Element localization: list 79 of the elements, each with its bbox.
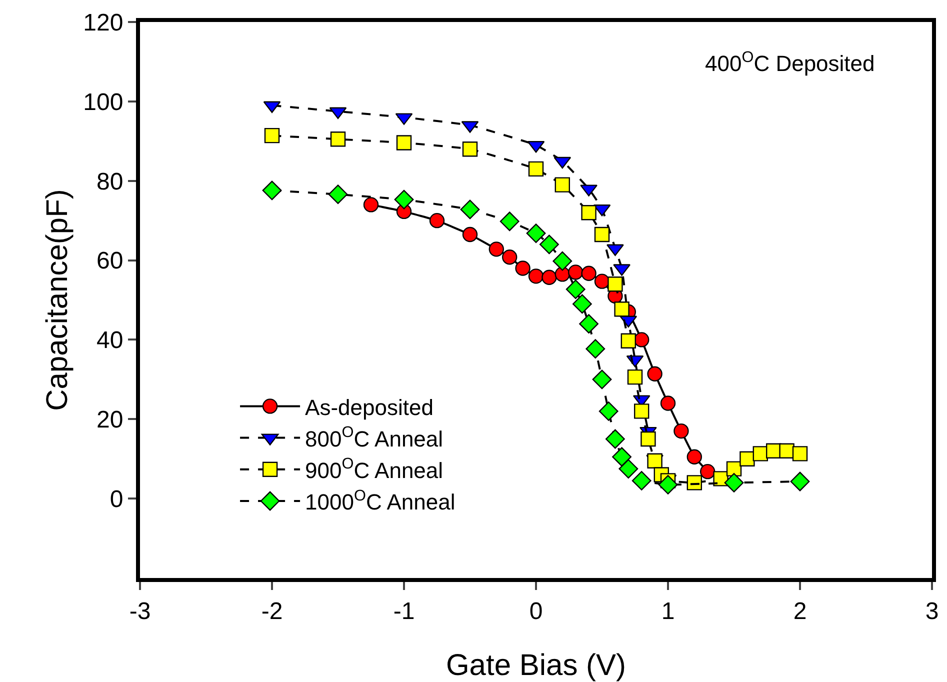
point [462, 141, 478, 157]
point [526, 224, 546, 243]
point [540, 234, 559, 254]
point [460, 200, 480, 220]
annotation: 400$^{O}$C Deposited [705, 49, 875, 76]
point [598, 402, 618, 421]
x-tick-label: -3 [129, 598, 151, 625]
y-tick-label: 120 [83, 9, 124, 36]
y-tick-label: 20 [96, 406, 124, 434]
point [528, 161, 544, 177]
point [792, 446, 808, 462]
x-tick-label: 1 [661, 598, 675, 625]
y-tick-label: 0 [110, 486, 124, 513]
point [740, 451, 755, 466]
legend-label: 900$^{O}$C Anneal [305, 456, 444, 483]
point [620, 333, 636, 349]
point [581, 266, 596, 281]
point [552, 251, 572, 271]
point [686, 449, 702, 464]
point [660, 396, 676, 411]
x-tick-label: 0 [529, 598, 543, 625]
point [658, 474, 678, 494]
point [330, 132, 346, 147]
point [752, 446, 768, 462]
x-tick-label: -1 [393, 598, 415, 625]
point [566, 280, 586, 299]
y-tick-label: 100 [83, 88, 124, 116]
point [572, 294, 592, 314]
point [262, 180, 282, 200]
point [528, 268, 544, 284]
point [502, 250, 518, 265]
point [429, 212, 445, 228]
point [640, 431, 656, 447]
y-axis-title: Capacitance(pF) [41, 189, 74, 411]
point [500, 212, 520, 232]
point [462, 226, 478, 242]
point [634, 332, 650, 348]
point [627, 369, 643, 385]
point [568, 264, 584, 280]
point [581, 205, 596, 220]
point [594, 226, 610, 242]
y-tick-label: 80 [96, 168, 124, 196]
point [592, 370, 612, 390]
point [779, 443, 794, 459]
point [618, 459, 638, 478]
point [586, 339, 606, 359]
point [726, 461, 742, 476]
point [579, 314, 598, 334]
point [264, 128, 280, 144]
point [488, 242, 504, 257]
point [363, 197, 379, 212]
point [647, 366, 662, 382]
point [542, 270, 557, 285]
point [396, 135, 412, 150]
point [700, 464, 716, 480]
point [612, 447, 632, 467]
point [632, 471, 652, 490]
legend-label: 1000$^{O}$C Anneal [305, 487, 456, 515]
x-tick-label: 3 [925, 598, 939, 625]
point [634, 404, 650, 419]
point [394, 190, 414, 210]
point [554, 177, 570, 192]
x-tick-label: 2 [793, 598, 807, 625]
point [724, 472, 744, 492]
point [515, 260, 530, 276]
x-tick-label: -2 [261, 598, 283, 625]
y-tick-label: 60 [96, 248, 124, 275]
x-axis-title: Gate Bias (V) [446, 649, 626, 682]
y-tick-label: 40 [96, 327, 124, 354]
point [790, 472, 810, 492]
point [594, 274, 610, 289]
point [674, 423, 689, 439]
point [614, 302, 630, 317]
point [608, 276, 623, 292]
legend-label: As-deposited [305, 394, 434, 420]
point [686, 475, 702, 490]
point [328, 184, 348, 204]
point [606, 429, 625, 449]
legend-label: 800$^{O}$C Anneal [305, 424, 444, 452]
